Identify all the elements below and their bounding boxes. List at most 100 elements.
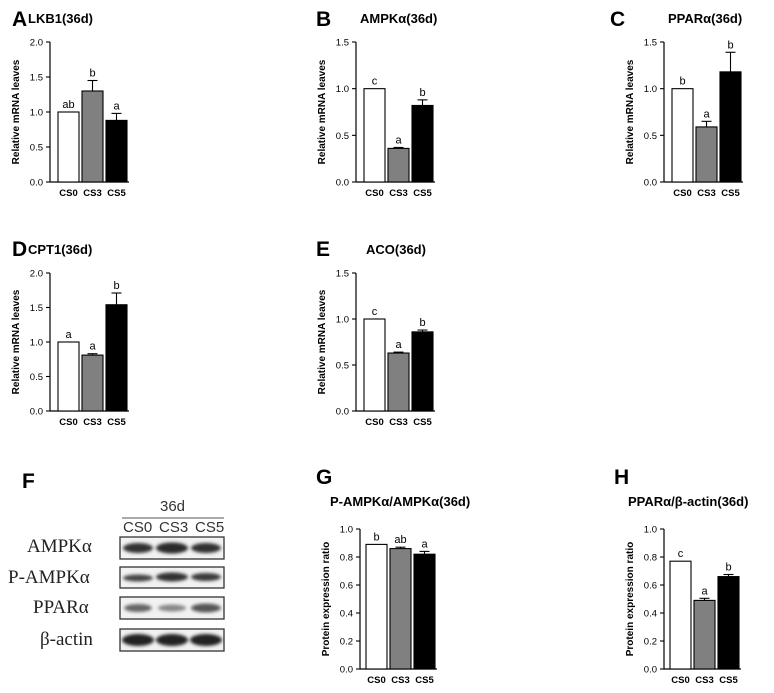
blot-lane-label-cs3: CS3 — [159, 519, 189, 536]
bar-a-cs3 — [81, 90, 104, 183]
sig-letter-a: ab — [62, 99, 74, 111]
bar-g-cs3 — [389, 548, 412, 670]
x-tick-label-g: CS3 — [391, 675, 409, 686]
x-tick-label-h: CS0 — [671, 675, 689, 686]
band-ampk-cs5 — [191, 543, 221, 553]
bar-h-cs5 — [717, 576, 740, 670]
chart-panel-b: B AMPKα(36d) 0.0 0.5 1.0 1.5 Relative mRNA lea… — [316, 8, 437, 199]
band-ppar-cs5 — [191, 603, 221, 613]
sig-letter-g: b — [373, 531, 379, 543]
bar-g-cs0 — [365, 543, 388, 670]
x-tick-label-e: CS0 — [365, 417, 383, 428]
band-actin-cs3 — [156, 634, 188, 646]
band-actin-cs5 — [190, 634, 222, 646]
y-tick-label-g: 0.4 — [340, 609, 353, 620]
chart-title-a: LKB1(36d) — [28, 11, 93, 26]
blot-row-label-ppar: PPARα — [33, 597, 89, 618]
panel-letter-b: B — [316, 8, 331, 31]
panel-letter-d: D — [12, 238, 27, 261]
band-ppar-cs3 — [158, 604, 186, 612]
sig-letter-g: a — [421, 538, 428, 550]
y-axis-label-c: Relative mRNA leaves — [625, 59, 636, 164]
sig-letter-g: ab — [394, 534, 406, 546]
chart-panel-h: H PPARα/β-actin(36d) 0.0 0.2 0.4 0.6 0.8 1.0 Pro… — [614, 466, 748, 686]
chart-title-e: ACO(36d) — [366, 242, 426, 257]
y-tick-label-c: 1.0 — [644, 84, 657, 95]
bar-h-cs0 — [669, 560, 692, 670]
y-tick-label-a: 0.5 — [30, 143, 43, 154]
chart-panel-g: G P-AMPKα/AMPKα(36d) 0.0 0.2 0.4 0.6 0.8 1.0 Pro… — [316, 466, 470, 686]
bar-b-cs5 — [411, 104, 434, 183]
sig-letter-a: b — [89, 68, 95, 80]
panel-letter-a: A — [12, 8, 27, 31]
x-tick-label-e: CS3 — [389, 417, 407, 428]
y-tick-label-h: 1.0 — [644, 525, 657, 536]
sig-letter-c: a — [703, 108, 710, 120]
band-pampk-cs0 — [123, 574, 153, 582]
sig-letter-b: c — [372, 76, 378, 88]
y-tick-label-b: 1.5 — [336, 38, 349, 49]
band-ampk-cs0 — [123, 543, 153, 553]
band-ppar-cs0 — [124, 604, 152, 612]
sig-letter-e: c — [372, 306, 378, 318]
y-tick-label-e: 0.0 — [336, 407, 349, 418]
chart-title-g: P-AMPKα/AMPKα(36d) — [330, 494, 470, 509]
blot-bands — [122, 542, 222, 646]
y-tick-label-a: 1.0 — [30, 108, 43, 119]
y-tick-label-a: 0.0 — [30, 178, 43, 189]
sig-letter-d: a — [65, 329, 72, 341]
bar-d-cs3 — [81, 354, 104, 412]
y-tick-label-h: 0.2 — [644, 637, 657, 648]
y-axis-label-e: Relative mRNA leaves — [317, 289, 328, 394]
panel-letter-F: F — [22, 470, 35, 493]
y-tick-label-h: 0.4 — [644, 609, 657, 620]
bar-c-cs0 — [671, 88, 694, 183]
y-axis-label-h: Protein expression ratio — [625, 542, 636, 656]
y-tick-label-d: 1.5 — [30, 303, 43, 314]
y-axis-label-g: Protein expression ratio — [321, 542, 332, 656]
x-tick-label-a: CS0 — [59, 188, 77, 199]
bar-c-cs3 — [695, 126, 718, 183]
x-tick-label-a: CS3 — [83, 188, 101, 199]
sig-letter-a: a — [113, 100, 120, 112]
x-tick-label-d: CS5 — [107, 417, 126, 428]
chart-panel-c: C PPARα(36d) 0.0 0.5 1.0 1.5 Relative mRNA lea… — [610, 8, 743, 199]
x-tick-label-g: CS5 — [415, 675, 434, 686]
y-tick-label-e: 1.0 — [336, 315, 349, 326]
panel-letter-h: H — [614, 466, 629, 489]
chart-title-d: CPT1(36d) — [28, 242, 92, 257]
y-tick-label-c: 0.0 — [644, 178, 657, 189]
sig-letter-c: b — [727, 39, 733, 51]
bar-e-cs0 — [363, 318, 386, 412]
panel-letter-c: C — [610, 8, 625, 31]
x-tick-label-c: CS5 — [721, 188, 740, 199]
sig-letter-b: b — [419, 87, 425, 99]
x-tick-label-a: CS5 — [107, 188, 126, 199]
x-tick-label-h: CS3 — [695, 675, 713, 686]
y-tick-label-g: 0.2 — [340, 637, 353, 648]
y-tick-label-a: 2.0 — [30, 38, 43, 49]
x-tick-label-b: CS3 — [389, 188, 407, 199]
y-tick-label-h: 0.8 — [644, 553, 657, 564]
x-tick-label-e: CS5 — [413, 417, 432, 428]
y-tick-label-e: 0.5 — [336, 361, 349, 372]
y-tick-label-d: 0.0 — [30, 407, 43, 418]
x-tick-label-b: CS0 — [365, 188, 383, 199]
chart-panel-a: A LKB1(36d) 0.0 0.5 1.0 1.5 2.0 Relative mRNA l… — [11, 8, 129, 199]
chart-title-c: PPARα(36d) — [668, 11, 742, 26]
bar-a-cs5 — [105, 119, 128, 183]
sig-letter-c: b — [679, 76, 685, 88]
western-blot-panel: F — [22, 470, 225, 652]
band-pampk-cs5 — [191, 573, 221, 581]
chart-panel-e: E ACO(36d) 0.0 0.5 1.0 1.5 Relative mRNA leave… — [316, 238, 435, 428]
band-ampk-cs3 — [156, 542, 188, 554]
y-axis-label-a: Relative mRNA leaves — [11, 59, 22, 164]
bar-c-cs5 — [719, 71, 742, 183]
bar-e-cs3 — [387, 352, 410, 412]
y-tick-label-d: 0.5 — [30, 372, 43, 383]
chart-title-b: AMPKα(36d) — [360, 11, 437, 26]
x-tick-label-c: CS0 — [673, 188, 691, 199]
bar-d-cs5 — [105, 304, 128, 412]
y-tick-label-b: 0.0 — [336, 178, 349, 189]
